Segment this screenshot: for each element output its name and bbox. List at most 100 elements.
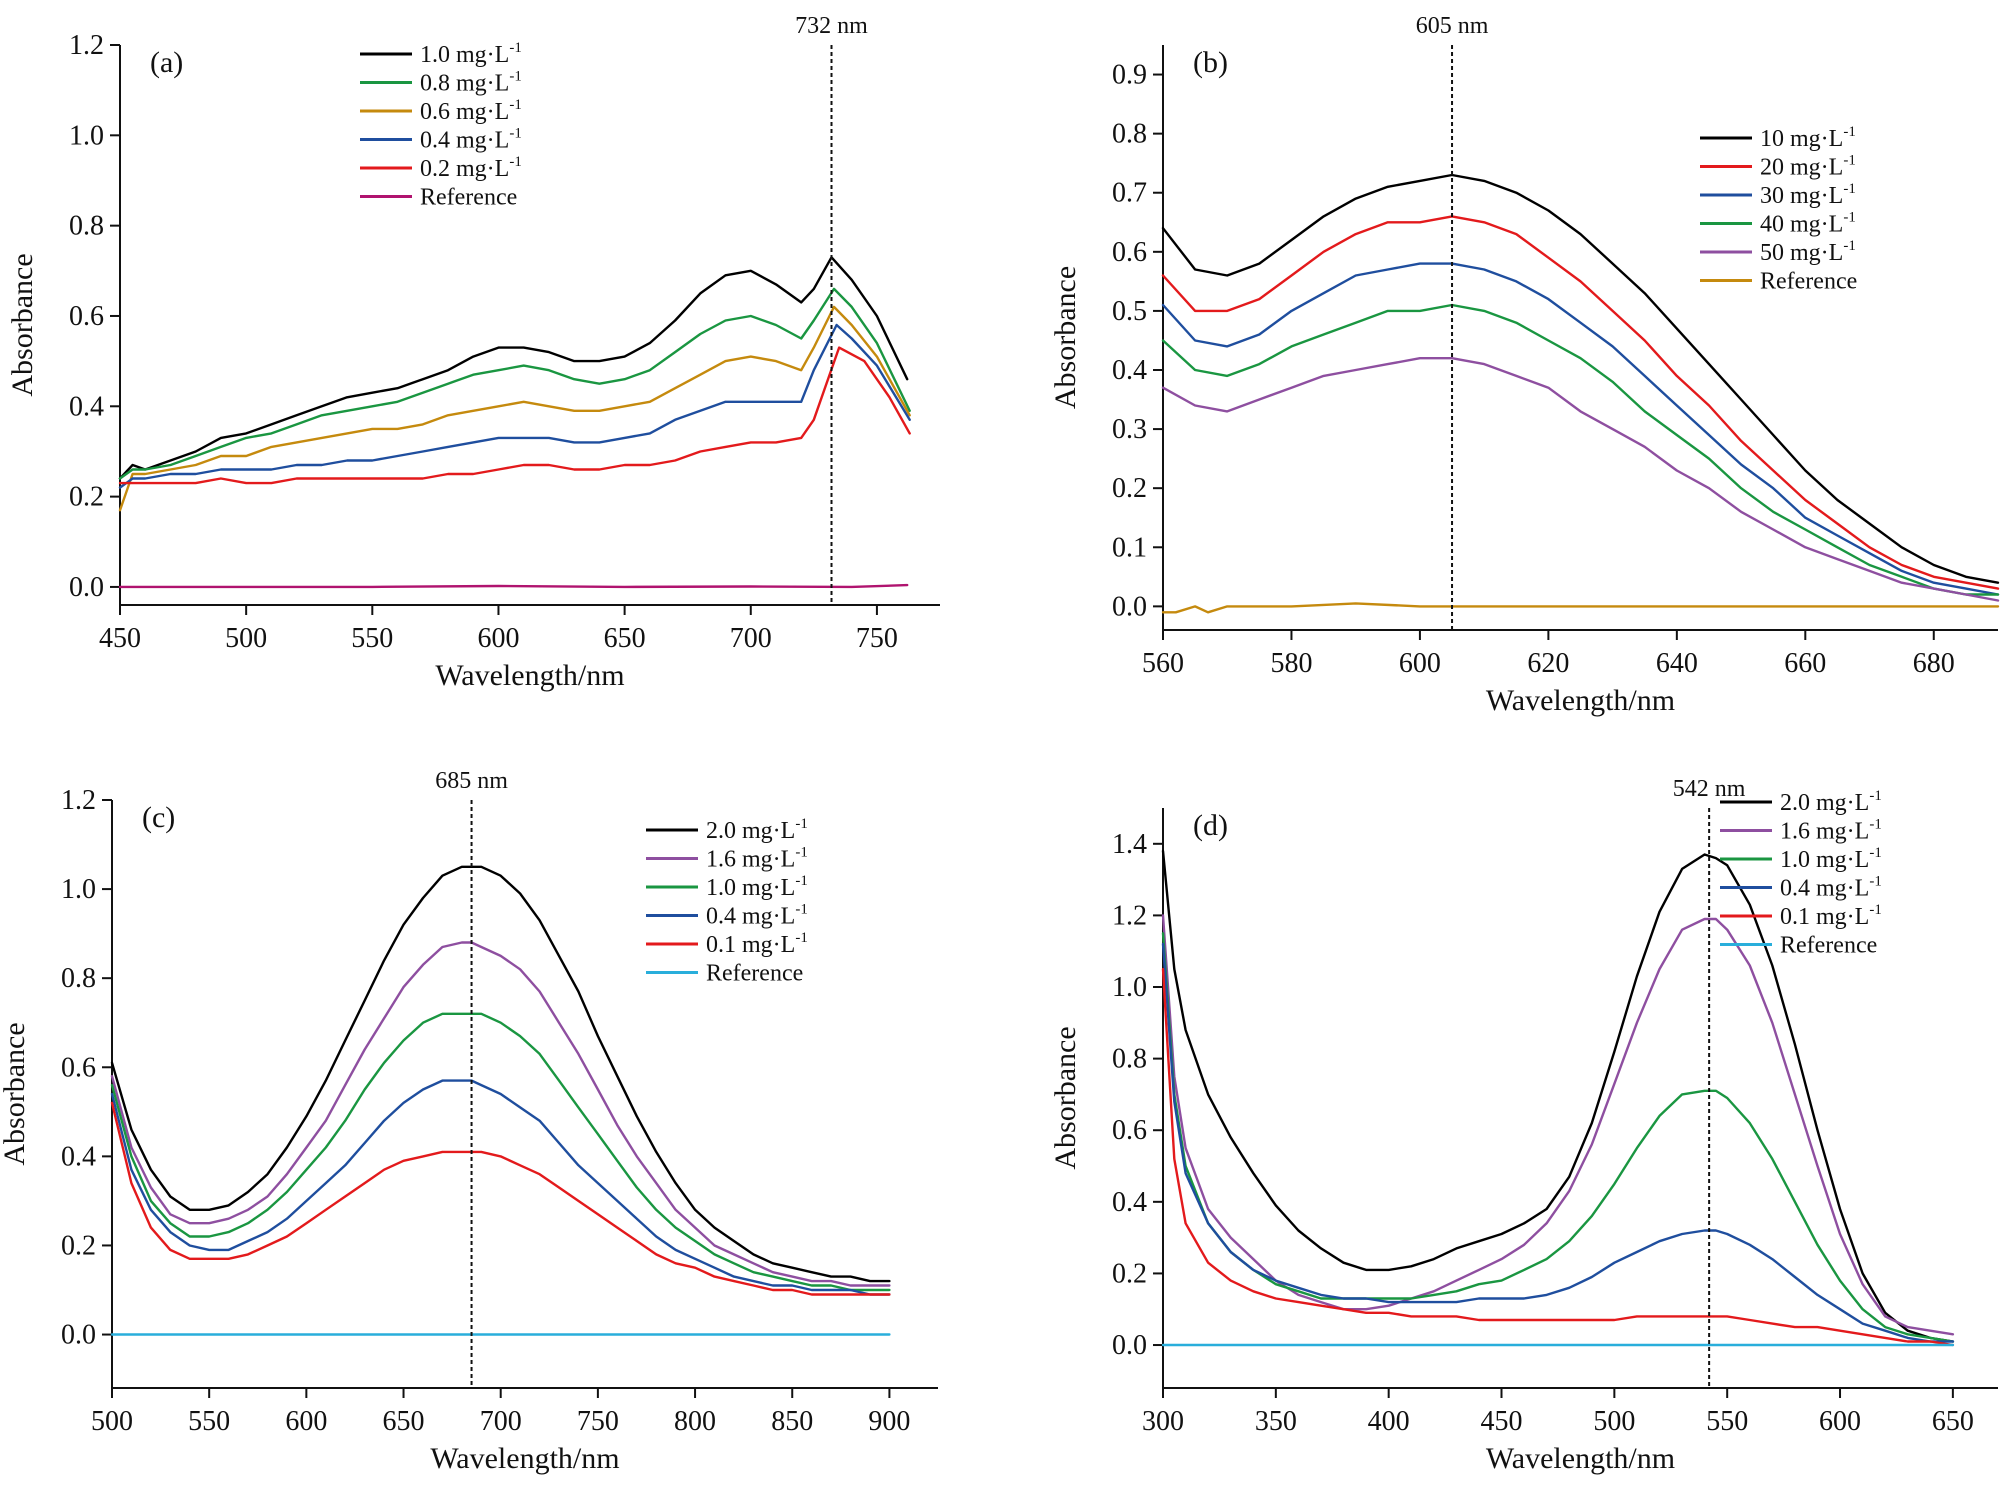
x-tick-label: 450 — [1481, 1406, 1523, 1437]
x-tick-label: 650 — [383, 1406, 425, 1437]
panel-a: 450 500 550 600 650 700 750 0.0 0.2 0.4 0.6 0.8 1.0 1… — [6, 13, 940, 692]
series-line — [110, 1079, 891, 1296]
legend-label: 0.4 mg·L-1 — [1780, 874, 1882, 902]
panel-b: 560 580 600 620 640 660 680 0.0 0.1 0.2 0.3 0.4 0.5 0… — [1049, 13, 2000, 717]
series-line — [1161, 173, 2000, 584]
series-line — [118, 583, 909, 589]
x-tick-label: 600 — [1399, 648, 1441, 679]
y-tick-label: 1.0 — [61, 874, 96, 905]
legend-label: 40 mg·L-1 — [1760, 210, 1856, 238]
peak-label: 685 nm — [435, 768, 508, 794]
x-axis-title: Wavelength/nm — [1486, 684, 1675, 717]
x-tick-label: 600 — [285, 1406, 327, 1437]
legend-label: Reference — [1760, 269, 1857, 295]
legend-label-text: 1.6 mg·L — [1780, 819, 1869, 845]
x-tick-label: 300 — [1142, 1406, 1184, 1437]
x-tick-label: 600 — [1819, 1406, 1861, 1437]
legend-label-superscript: -1 — [795, 873, 808, 889]
legend-label: 10 mg·L-1 — [1760, 124, 1856, 152]
x-tick-label: 600 — [477, 623, 519, 654]
legend-label-text: 30 mg·L — [1760, 183, 1843, 209]
y-tick-label: 0.2 — [69, 482, 104, 513]
legend-label: Reference — [1780, 933, 1877, 959]
y-axis-title: Absorbance — [1049, 266, 1082, 409]
series-line — [110, 941, 891, 1287]
y-tick-label: 0.4 — [1112, 1187, 1147, 1218]
y-tick-label: 0.6 — [69, 301, 104, 332]
legend-label: 0.6 mg·L-1 — [420, 97, 522, 125]
legend-label-superscript: -1 — [1869, 845, 1882, 861]
legend-label-superscript: -1 — [1843, 124, 1856, 140]
series-line — [110, 865, 891, 1283]
legend-label-superscript: -1 — [1843, 210, 1856, 226]
x-axis-title: Wavelength/nm — [435, 659, 624, 692]
legend-label: 0.1 mg·L-1 — [706, 930, 808, 958]
y-tick-label: 0.0 — [1112, 1330, 1147, 1361]
y-tick-label: 0.6 — [1112, 237, 1147, 268]
series-line — [1161, 602, 2000, 614]
legend-label-text: 20 mg·L — [1760, 155, 1843, 181]
legend-label: 1.6 mg·L-1 — [706, 845, 808, 873]
legend-label: 0.2 mg·L-1 — [420, 154, 522, 182]
legend-label-text: 0.4 mg·L — [420, 128, 509, 154]
legend-label-text: Reference — [1780, 933, 1877, 959]
x-tick-label: 650 — [1932, 1406, 1974, 1437]
y-axis-title: Absorbance — [1049, 1026, 1082, 1169]
legend-label: 2.0 mg·L-1 — [1780, 788, 1882, 816]
legend-label: 1.0 mg·L-1 — [1780, 845, 1882, 873]
series-line — [118, 256, 909, 480]
legend-label-superscript: -1 — [1869, 817, 1882, 833]
x-tick-label: 550 — [351, 623, 393, 654]
y-tick-label: 0.0 — [1112, 591, 1147, 622]
series-line — [118, 346, 911, 485]
x-tick-label: 400 — [1368, 1406, 1410, 1437]
series-line — [118, 287, 911, 480]
y-tick-label: 0.4 — [1112, 355, 1147, 386]
legend-label-superscript: -1 — [509, 69, 522, 85]
legend-label-text: 40 mg·L — [1760, 212, 1843, 238]
x-tick-label: 650 — [604, 623, 646, 654]
x-tick-label: 560 — [1142, 648, 1184, 679]
legend-label-text: 0.8 mg·L — [420, 71, 509, 97]
x-tick-label: 620 — [1527, 648, 1569, 679]
legend-label-superscript: -1 — [1869, 874, 1882, 890]
legend-label-text: 1.0 mg·L — [420, 42, 509, 68]
series-line — [110, 1101, 891, 1296]
peak-label: 732 nm — [795, 13, 868, 39]
series-line — [1161, 942, 1955, 1343]
legend-label-superscript: -1 — [1869, 788, 1882, 804]
y-tick-label: 1.2 — [1112, 900, 1147, 931]
legend-label: Reference — [706, 961, 803, 987]
legend-label-superscript: -1 — [509, 154, 522, 170]
legend-label-superscript: -1 — [1843, 153, 1856, 169]
y-tick-label: 0.7 — [1112, 178, 1147, 209]
legend-label-text: 0.4 mg·L — [1780, 876, 1869, 902]
x-tick-label: 900 — [868, 1406, 910, 1437]
x-tick-label: 580 — [1270, 648, 1312, 679]
legend-label-text: Reference — [706, 961, 803, 987]
legend-label-superscript: -1 — [795, 902, 808, 918]
panel-label: (c) — [142, 801, 175, 834]
y-tick-label: 0.4 — [61, 1141, 96, 1172]
panel-label: (d) — [1193, 809, 1228, 842]
legend-label-text: 10 mg·L — [1760, 126, 1843, 152]
legend-label-superscript: -1 — [1869, 902, 1882, 918]
legend-label-superscript: -1 — [795, 930, 808, 946]
legend-label: 0.4 mg·L-1 — [706, 902, 808, 930]
legend-label: 2.0 mg·L-1 — [706, 816, 808, 844]
series-line — [1161, 262, 2000, 596]
legend-label: 0.8 mg·L-1 — [420, 69, 522, 97]
y-tick-label: 0.6 — [1112, 1115, 1147, 1146]
x-tick-label: 850 — [771, 1406, 813, 1437]
y-tick-label: 1.2 — [69, 30, 104, 61]
x-tick-label: 660 — [1784, 648, 1826, 679]
x-tick-label: 700 — [480, 1406, 522, 1437]
legend-label-text: 1.0 mg·L — [706, 875, 795, 901]
x-tick-label: 550 — [188, 1406, 230, 1437]
legend-label: 50 mg·L-1 — [1760, 238, 1856, 266]
series-line — [118, 323, 911, 489]
y-tick-label: 0.8 — [1112, 1044, 1147, 1075]
y-tick-label: 0.8 — [69, 211, 104, 242]
legend-label-text: 2.0 mg·L — [1780, 790, 1869, 816]
legend-label: 0.1 mg·L-1 — [1780, 902, 1882, 930]
